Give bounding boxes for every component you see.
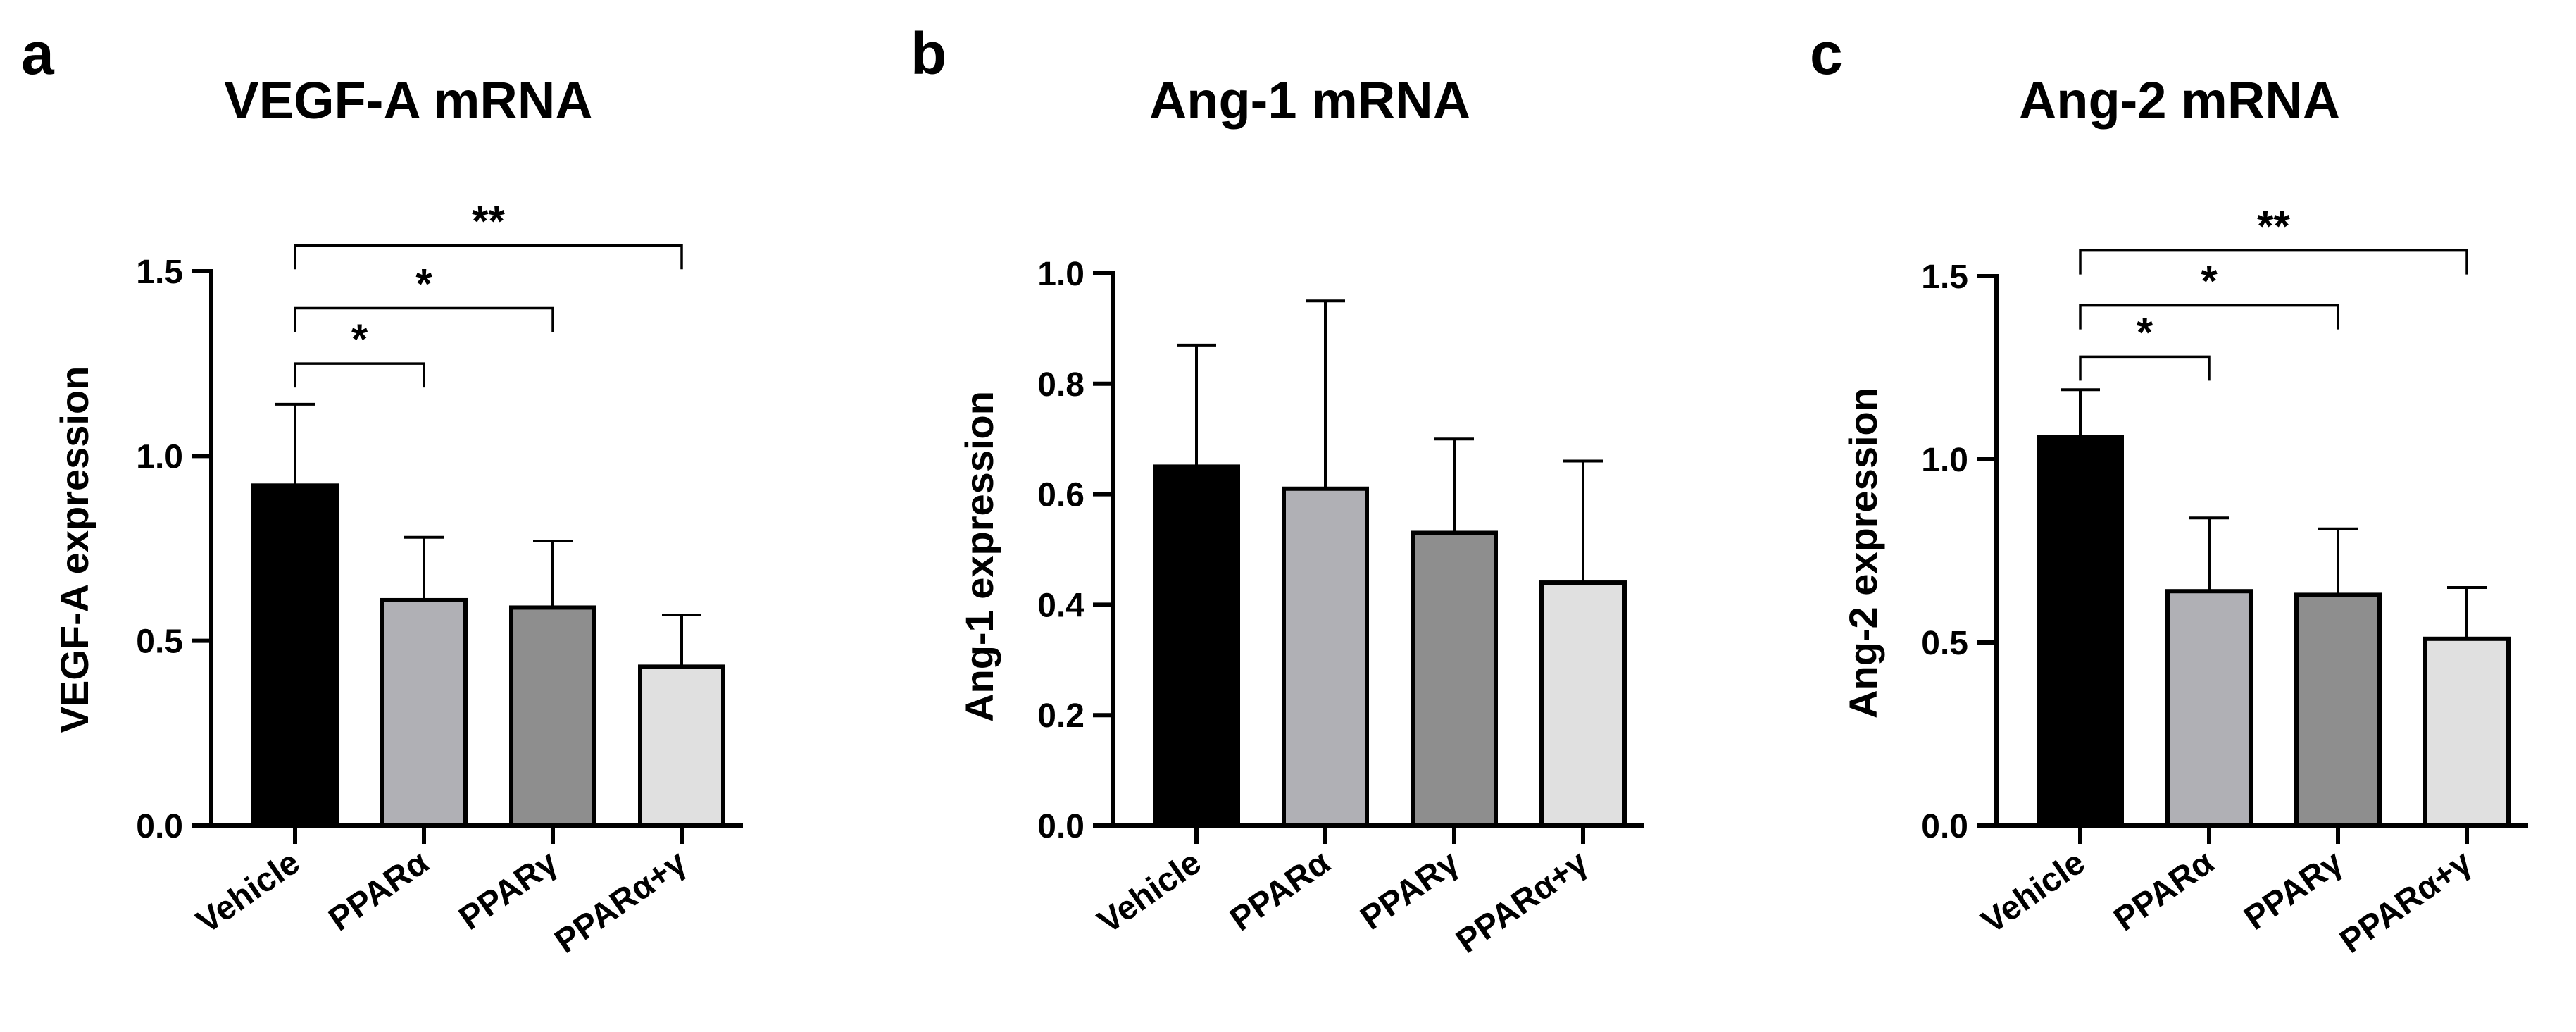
bar	[1539, 580, 1627, 828]
x-tick-label: Vehicle	[189, 844, 306, 941]
chart-title: Ang-2 mRNA	[2019, 71, 2340, 130]
significance-label: **	[2257, 203, 2290, 250]
significance-bracket	[2079, 355, 2211, 381]
panel-letter: c	[1810, 20, 1843, 87]
significance-bracket	[294, 244, 683, 270]
x-tick-label: PPARγ	[1354, 843, 1466, 937]
significance-label: *	[351, 316, 368, 363]
significance-label: *	[2137, 309, 2153, 356]
panel-letter: b	[911, 20, 946, 87]
y-tick-label: 1.5	[1921, 259, 1968, 296]
y-tick-label: 0.8	[1037, 366, 1084, 404]
y-tick-label: 1.5	[136, 254, 183, 291]
significance-label: *	[2201, 258, 2218, 305]
x-tick-label: Vehicle	[1975, 844, 2092, 941]
x-tick-label: PPARα+γ	[2334, 843, 2479, 960]
bars	[2037, 435, 2511, 828]
x-tick-label: PPARγ	[453, 843, 565, 937]
y-tick-label: 0.0	[136, 808, 183, 845]
y-tick-label: 1.0	[136, 438, 183, 475]
y-axis-label: Ang-2 expression	[1841, 387, 1885, 719]
panel-vegf-a: a VEGF-A mRNA VEGF-A expression 0.0 0.5 1.…	[21, 20, 743, 961]
bar	[2037, 435, 2124, 828]
y-tick-label: 1.0	[1037, 256, 1084, 293]
error-bars	[2061, 388, 2487, 639]
significance-bracket	[294, 362, 425, 388]
y-tick-label: 0.5	[136, 623, 183, 661]
chart-title: VEGF-A mRNA	[224, 71, 593, 130]
x-tick-label: PPARα	[2107, 843, 2220, 938]
chart-title: Ang-1 mRNA	[1149, 71, 1470, 130]
y-tick-label: 0.0	[1037, 808, 1084, 845]
x-tick-label: PPARα	[1223, 843, 1337, 938]
y-axis-label: Ang-1 expression	[957, 391, 1001, 722]
bar	[1411, 530, 1498, 828]
y-tick-label: 0.0	[1921, 808, 1968, 845]
y-ticks: 0.0 0.2 0.4 0.6 0.8 1.0	[1037, 256, 1113, 845]
bar	[2423, 636, 2511, 828]
y-tick-label: 1.0	[1921, 442, 1968, 479]
significance-brackets: ****	[294, 197, 683, 388]
significance-bracket	[294, 306, 554, 332]
x-tick-label: PPARγ	[2238, 843, 2350, 937]
y-axis-label: VEGF-A expression	[52, 366, 96, 733]
y-tick-label: 0.4	[1037, 587, 1084, 624]
bars	[251, 483, 725, 828]
x-tick-label: PPARα	[322, 843, 435, 938]
significance-label: **	[472, 197, 505, 244]
y-tick-label: 0.5	[1921, 625, 1968, 662]
bars	[1153, 464, 1627, 828]
error-bars	[1177, 299, 1603, 583]
bar	[2165, 589, 2253, 828]
bar	[1282, 486, 1369, 828]
bar	[251, 483, 339, 828]
significance-brackets: ****	[2079, 203, 2468, 381]
panel-letter: a	[21, 20, 55, 87]
error-bars	[275, 402, 701, 667]
y-tick-label: 0.2	[1037, 697, 1084, 735]
y-ticks: 0.0 0.5 1.0 1.5	[1921, 259, 1996, 845]
bar	[509, 605, 596, 828]
significance-bracket	[2079, 249, 2468, 275]
panel-ang-2: c Ang-2 mRNA Ang-2 expression 0.0 0.5 1.0 1…	[1810, 20, 2528, 961]
significance-label: *	[415, 260, 432, 307]
y-tick-label: 0.6	[1037, 477, 1084, 514]
bar	[638, 664, 725, 828]
x-tick-label: PPARα+γ	[1450, 843, 1595, 960]
y-ticks: 0.0 0.5 1.0 1.5	[136, 254, 211, 845]
x-tick-label: PPARα+γ	[549, 843, 694, 960]
significance-bracket	[2079, 304, 2339, 330]
x-tick-label: Vehicle	[1091, 844, 1208, 941]
bar	[380, 597, 468, 828]
bar	[2294, 592, 2382, 828]
bar	[1153, 464, 1240, 828]
panel-ang-1: b Ang-1 mRNA Ang-1 expression 0.00.20.40…	[911, 20, 1644, 961]
